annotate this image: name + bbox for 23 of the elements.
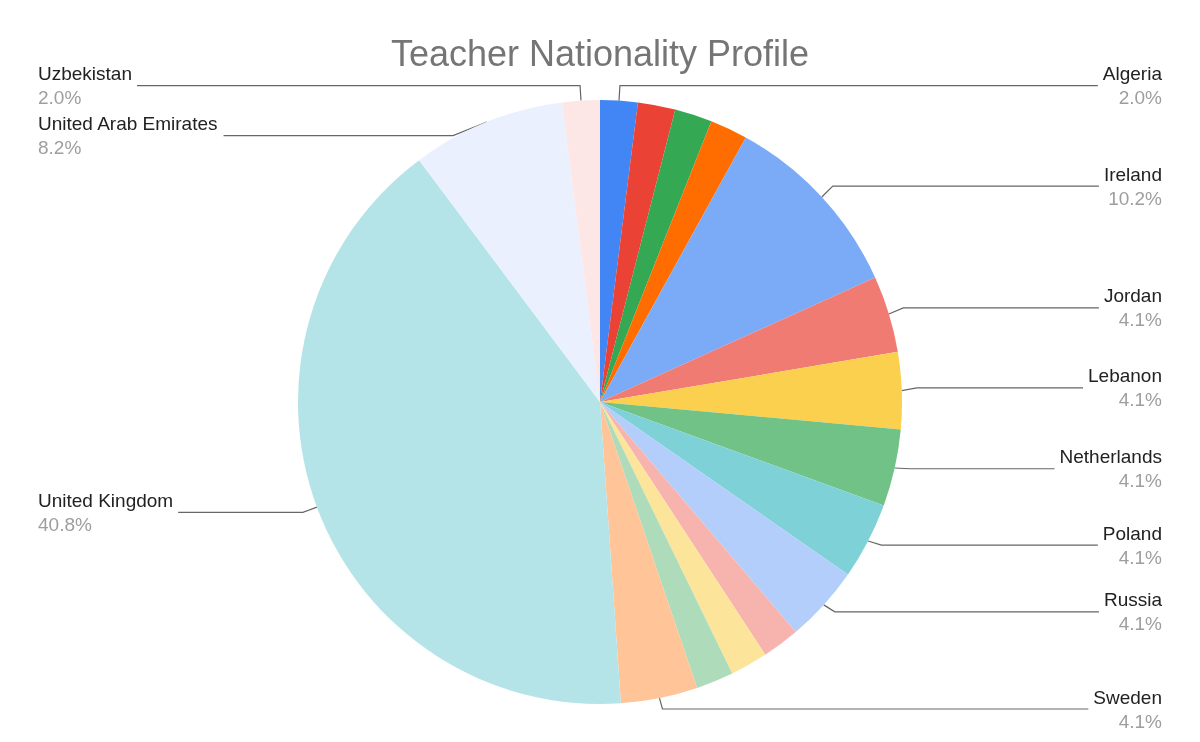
slice-label: Ireland	[1103, 163, 1162, 185]
data-label: 2.0%	[38, 87, 82, 109]
data-label: 4.1%	[1118, 546, 1163, 568]
slice-label: Lebanon	[1088, 365, 1162, 387]
slice-label: Russia	[1103, 589, 1163, 611]
slice-label: United Kingdom	[38, 489, 174, 511]
data-label: 2.0%	[1118, 87, 1163, 109]
data-label: 4.1%	[1118, 389, 1163, 411]
data-label: 10.2%	[1108, 187, 1163, 209]
chart-title: Teacher Nationality Profile	[390, 32, 810, 74]
data-label: 4.1%	[1118, 309, 1163, 331]
data-label: 4.1%	[1118, 710, 1163, 732]
slice-label: Algeria	[1102, 63, 1163, 85]
slice-label: Netherlands	[1059, 446, 1162, 468]
slice-label: Uzbekistan	[38, 63, 132, 85]
data-label: 8.2%	[38, 137, 82, 159]
slice-label: Poland	[1102, 522, 1162, 544]
data-label: 40.8%	[38, 513, 92, 535]
data-label: 4.1%	[1118, 613, 1163, 635]
slice-label: United Arab Emirates	[38, 113, 218, 135]
data-label: 4.1%	[1118, 470, 1163, 492]
slice-label: Jordan	[1103, 285, 1162, 307]
slice-label: Sweden	[1093, 686, 1162, 708]
